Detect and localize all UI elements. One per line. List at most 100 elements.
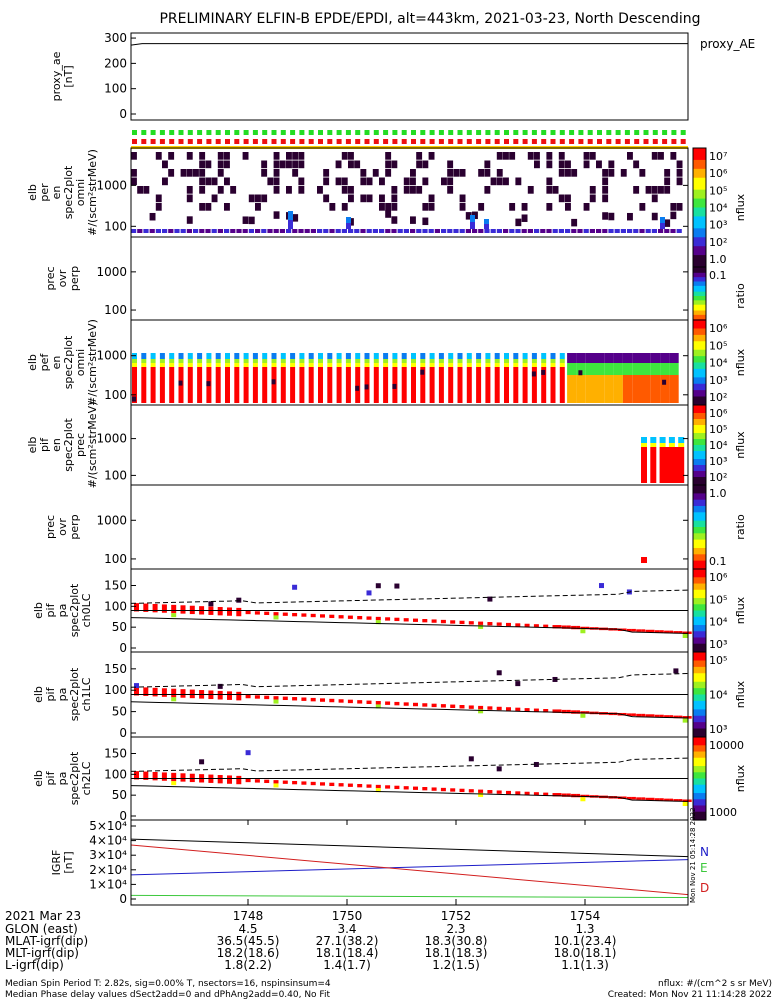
flag-green <box>225 130 230 135</box>
flux-cell <box>290 363 296 367</box>
flux-cell <box>199 229 205 233</box>
igrf-legend-D: D <box>700 881 709 895</box>
pa-cell <box>673 799 679 802</box>
y-tick-label: 1000 <box>96 178 127 192</box>
flux-cell <box>571 229 577 233</box>
colorbar-segment <box>693 481 706 484</box>
flag-green <box>187 130 193 135</box>
colorbar-segment <box>693 162 706 167</box>
colorbar-segment <box>693 556 706 560</box>
flag-green <box>262 130 268 135</box>
flux-cell <box>187 363 193 367</box>
pa-cell <box>478 621 484 625</box>
pa-cell <box>487 706 493 710</box>
flux-cell <box>323 229 329 233</box>
title-text: PRELIMINARY ELFIN-B EPDE/EPDI, alt=443km… <box>159 11 700 27</box>
colorbar-segment <box>693 337 706 340</box>
pa-cell <box>366 784 372 788</box>
pa-cell <box>664 798 670 802</box>
flux-cell <box>290 353 296 359</box>
colorbar-segment <box>693 373 706 376</box>
colorbar-segment <box>693 512 706 515</box>
flux-cell <box>676 177 683 186</box>
colorbar-segment <box>693 497 706 501</box>
flux-cell <box>298 186 305 194</box>
pa-cell <box>576 710 581 714</box>
colorbar-segment <box>693 679 706 683</box>
panel-frame <box>130 236 689 321</box>
y-label-line: [nT] <box>62 851 75 873</box>
pa-cell <box>641 713 646 717</box>
flux-cell <box>457 367 463 403</box>
ephemeris-value: 18.1(18.4) <box>316 946 379 960</box>
flag-red <box>252 139 258 144</box>
colorbar-segment <box>693 524 706 528</box>
colorbar-segment <box>693 571 706 574</box>
colorbar-segment <box>693 581 706 585</box>
y-label-line: prec <box>74 433 87 457</box>
flux-cell <box>604 363 614 375</box>
pa-cell <box>450 704 456 708</box>
flux-cell <box>224 229 230 233</box>
colorbar-segment <box>693 737 706 740</box>
flux-cell <box>627 152 633 160</box>
y-label-line: en <box>50 186 63 200</box>
flux-cell <box>248 194 255 203</box>
flux-cell <box>255 194 261 203</box>
flux-cell <box>466 353 472 359</box>
colorbar-segment <box>693 778 706 782</box>
flux-cell <box>186 216 193 224</box>
flux-cell <box>558 169 565 177</box>
flux-cell <box>664 447 684 483</box>
flag-red <box>466 139 472 144</box>
flux-cell <box>494 367 500 403</box>
flux-cell <box>447 169 454 177</box>
flux-cell <box>447 186 454 194</box>
colorbar-segment <box>693 358 706 361</box>
flux-cell <box>373 367 379 403</box>
flux-cell <box>484 186 491 194</box>
pa-cell <box>134 686 139 696</box>
pa-cell-sparse <box>394 583 400 589</box>
flux-cell <box>341 177 348 186</box>
flux-cell <box>187 353 193 359</box>
pa-cell <box>385 701 391 705</box>
pa-cell <box>622 796 627 799</box>
pa-cell-sparse <box>468 756 474 762</box>
flux-cell <box>255 229 261 233</box>
flux-cell <box>391 194 398 203</box>
pa-cell <box>682 716 688 719</box>
flux-cell <box>234 353 240 359</box>
flux-cell <box>410 216 416 224</box>
flux-cell <box>651 152 658 160</box>
flux-cell-high <box>288 220 293 229</box>
flux-cell <box>366 229 372 233</box>
flux-cell <box>559 367 565 403</box>
flux-cell <box>585 353 595 363</box>
flux-cell <box>576 363 586 375</box>
flux-cell <box>391 229 397 233</box>
pa-cell <box>180 689 186 698</box>
ephemeris-row-label: GLON (east) <box>5 922 78 936</box>
flux-cell <box>650 363 661 375</box>
igrf-legend-N: N <box>700 845 709 859</box>
flag-green <box>680 130 686 135</box>
flux-cell <box>676 160 683 169</box>
colorbar-segment <box>693 287 706 290</box>
pa-cell <box>264 779 270 784</box>
colorbar-segment <box>693 585 706 589</box>
ephemeris-value: 18.3(30.8) <box>425 934 488 948</box>
colorbar-segment <box>693 377 706 381</box>
flux-cell <box>664 219 671 227</box>
colorbar-segment <box>693 645 706 649</box>
flux-cell <box>459 169 466 177</box>
y-label-line: pif <box>44 602 57 617</box>
flux-cell <box>336 367 342 403</box>
flux-cell <box>559 363 565 367</box>
plot-title: PRELIMINARY ELFIN-B EPDE/EPDI, alt=443km… <box>159 11 700 27</box>
colorbar-segment <box>693 479 706 482</box>
colorbar-segment <box>693 620 706 624</box>
pa-cell <box>687 716 692 719</box>
flux-cell <box>595 375 605 403</box>
